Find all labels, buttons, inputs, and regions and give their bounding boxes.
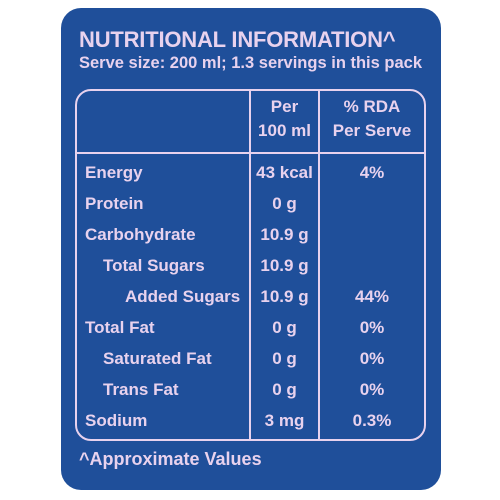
table-row-energy: Energy 43 kcal 4% bbox=[77, 157, 424, 188]
nutrient-value: 43 kcal bbox=[256, 163, 313, 182]
nutrient-rda: 0% bbox=[359, 380, 385, 399]
table-row-added-sugars: Added Sugars 10.9 g 44% bbox=[77, 281, 424, 312]
table-row-protein: Protein 0 g bbox=[77, 188, 424, 219]
nutrient-value: 3 mg bbox=[264, 411, 305, 430]
nutrient-name: Energy bbox=[85, 163, 143, 182]
serve-size-text: Serve size: 200 ml; 1.3 servings in this… bbox=[79, 54, 423, 72]
nutrient-rda: 0.3% bbox=[352, 411, 392, 430]
nutrient-name: Sodium bbox=[85, 411, 148, 430]
table-row-saturated-fat: Saturated Fat 0 g 0% bbox=[77, 343, 424, 374]
header-rda-per-serve: % RDA Per Serve bbox=[320, 95, 424, 143]
nutrient-value: 0 g bbox=[272, 318, 297, 337]
header-divider bbox=[77, 152, 424, 154]
nutrient-name: Trans Fat bbox=[103, 380, 179, 399]
nutrient-rda: 0% bbox=[359, 349, 385, 368]
nutrient-rda: 44% bbox=[354, 287, 390, 306]
table-row-total-sugars: Total Sugars 10.9 g bbox=[77, 250, 424, 281]
nutrient-rda: 0% bbox=[359, 318, 385, 337]
table-row-carbohydrate: Carbohydrate 10.9 g bbox=[77, 219, 424, 250]
nutrient-value: 0 g bbox=[272, 349, 297, 368]
label-title: NUTRITIONAL INFORMATION^ bbox=[79, 27, 396, 52]
nutrient-rda: 4% bbox=[359, 163, 385, 182]
table-row-trans-fat: Trans Fat 0 g 0% bbox=[77, 374, 424, 405]
header-per-100ml: Per 100 ml bbox=[251, 95, 318, 143]
nutrient-name: Saturated Fat bbox=[103, 349, 212, 368]
nutrition-label: NUTRITIONAL INFORMATION^ Serve size: 200… bbox=[61, 8, 441, 490]
nutrition-table: Per 100 ml % RDA Per Serve Energy 43 kca… bbox=[75, 89, 426, 441]
nutrient-name: Added Sugars bbox=[125, 287, 241, 306]
nutrient-rows: Energy 43 kcal 4% Protein 0 g Carbohydra… bbox=[77, 157, 424, 436]
nutrient-name: Protein bbox=[85, 194, 144, 213]
footnote-approximate: ^Approximate Values bbox=[79, 449, 262, 469]
nutrient-name: Total Fat bbox=[85, 318, 155, 337]
header-rda-line1: % RDA bbox=[343, 97, 401, 116]
header-per-line2: 100 ml bbox=[258, 121, 311, 140]
nutrient-name: Total Sugars bbox=[103, 256, 205, 275]
column-divider bbox=[318, 91, 320, 439]
nutrient-value: 10.9 g bbox=[260, 256, 309, 275]
table-row-sodium: Sodium 3 mg 0.3% bbox=[77, 405, 424, 436]
table-row-total-fat: Total Fat 0 g 0% bbox=[77, 312, 424, 343]
nutrient-value: 10.9 g bbox=[260, 225, 309, 244]
nutrient-name: Carbohydrate bbox=[85, 225, 196, 244]
nutrient-value: 0 g bbox=[272, 194, 297, 213]
header-rda-line2: Per Serve bbox=[332, 121, 412, 140]
header-per-line1: Per bbox=[270, 97, 299, 116]
nutrient-value: 10.9 g bbox=[260, 287, 309, 306]
column-divider bbox=[249, 91, 251, 439]
nutrient-value: 0 g bbox=[272, 380, 297, 399]
